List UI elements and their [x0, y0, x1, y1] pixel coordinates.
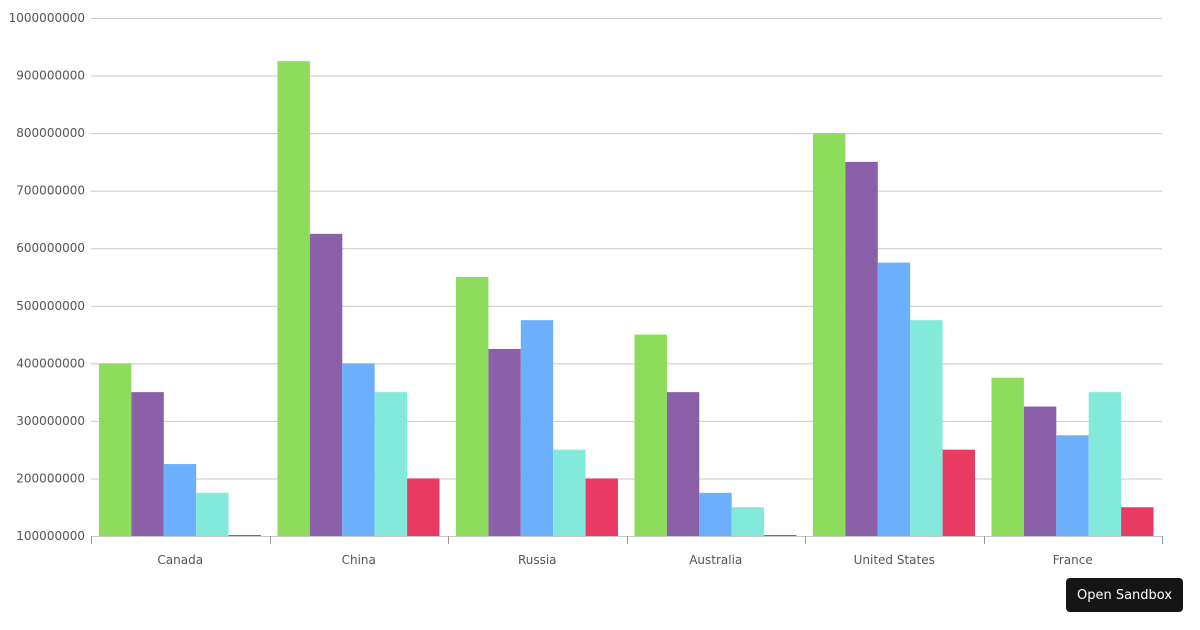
bar[interactable]: [342, 363, 375, 536]
bar[interactable]: [991, 377, 1024, 536]
x-tick-label: China: [342, 553, 376, 567]
bar[interactable]: [277, 61, 310, 537]
bar[interactable]: [813, 133, 846, 536]
bar[interactable]: [666, 392, 700, 536]
x-tick-label: Canada: [157, 553, 203, 567]
x-tick-label: United States: [854, 553, 935, 567]
y-tick-label: 300000000: [16, 414, 85, 428]
bar[interactable]: [374, 392, 408, 536]
bar[interactable]: [196, 492, 229, 536]
x-axis: Canada China Russia Australia United States F…: [91, 536, 1163, 567]
bar[interactable]: [99, 363, 132, 536]
y-tick-label: 800000000: [16, 126, 85, 140]
grid-lines: [91, 18, 1162, 537]
y-tick-label: 100000000: [16, 529, 85, 543]
bar[interactable]: [520, 320, 554, 536]
bar[interactable]: [634, 334, 667, 536]
bar[interactable]: [1121, 507, 1154, 536]
y-tick-label: 900000000: [16, 69, 85, 83]
bar[interactable]: [228, 535, 261, 536]
bar[interactable]: [731, 507, 765, 536]
x-tick-label: Australia: [689, 553, 742, 567]
bar-group-france: [991, 377, 1154, 537]
x-tick-label: France: [1053, 553, 1093, 567]
y-tick-label: 200000000: [16, 471, 85, 485]
bar[interactable]: [1088, 392, 1122, 536]
bar[interactable]: [163, 464, 197, 536]
bars: [99, 61, 1154, 537]
y-tick-label: 400000000: [16, 356, 85, 370]
bar[interactable]: [764, 535, 797, 536]
bar[interactable]: [456, 277, 489, 536]
bar[interactable]: [488, 348, 521, 536]
bar-group-russia: [456, 277, 618, 536]
bar-group-united-states: [813, 133, 975, 536]
bar[interactable]: [407, 478, 440, 536]
bar[interactable]: [585, 478, 618, 536]
y-tick-label: 700000000: [16, 184, 85, 198]
bar-group-china: [277, 61, 440, 537]
x-tick-label: Russia: [518, 553, 557, 567]
bar[interactable]: [553, 449, 586, 536]
bar-group-canada: [99, 363, 261, 536]
bar[interactable]: [309, 233, 343, 537]
y-tick-label: 1000000000: [9, 11, 85, 25]
bar[interactable]: [131, 392, 164, 536]
y-tick-label: 500000000: [16, 299, 85, 313]
open-sandbox-button[interactable]: Open Sandbox: [1066, 578, 1183, 612]
bar-group-australia: [634, 334, 797, 536]
bar[interactable]: [699, 492, 732, 536]
bar[interactable]: [845, 161, 878, 536]
y-axis: 1000000000 900000000 800000000 700000000 600…: [9, 11, 85, 543]
bar[interactable]: [1056, 435, 1089, 536]
bar[interactable]: [1023, 406, 1057, 537]
bar[interactable]: [910, 320, 943, 536]
bar[interactable]: [877, 262, 911, 536]
bar[interactable]: [942, 449, 975, 536]
y-tick-label: 600000000: [16, 241, 85, 255]
